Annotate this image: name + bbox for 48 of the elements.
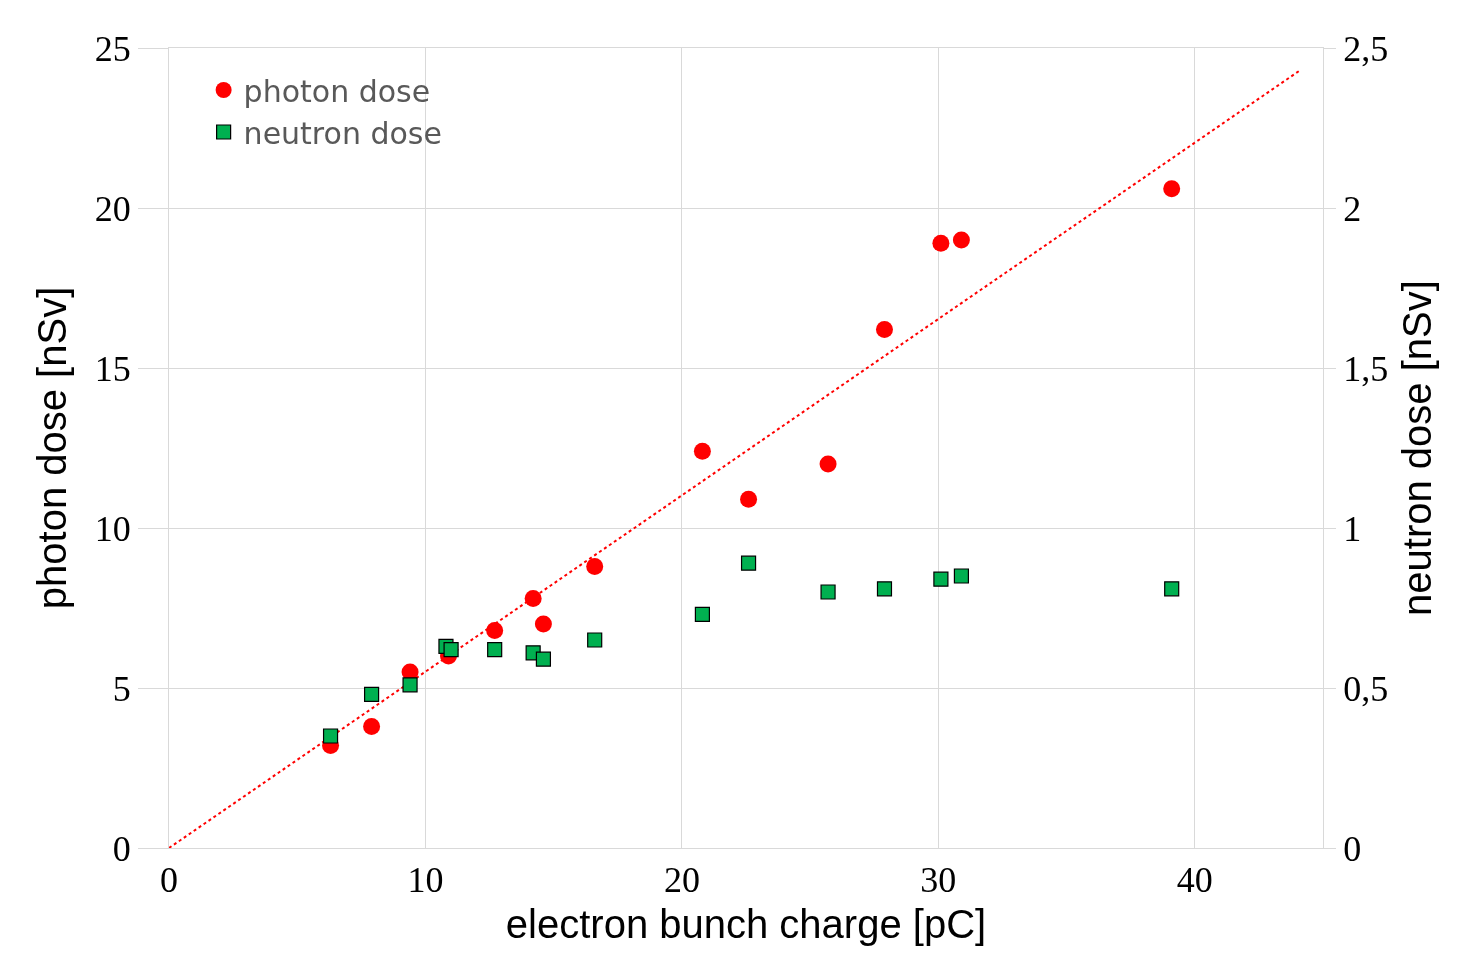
point [693,442,711,460]
y-tick-label: 25 [94,28,131,69]
point [534,615,552,633]
y-axis-title: photon dose [nSv] [30,286,75,610]
x-axis-title: electron bunch charge [pC] [505,901,987,946]
y-tick-label: 15 [94,348,131,389]
point [933,571,949,587]
x-tick-label: 30 [920,860,957,901]
x-tick-label: 20 [663,860,700,901]
point [819,455,837,473]
point [694,606,710,622]
point [587,632,603,648]
point [952,231,970,249]
point [487,642,503,658]
x-tick-label: 0 [160,860,178,901]
point [932,234,950,252]
point [443,642,459,658]
point [740,555,757,571]
point [876,581,893,597]
point [322,728,339,744]
y2-tick-label: 0,5 [1343,668,1389,709]
y2-tick-label: 0 [1343,828,1362,869]
point [524,589,542,607]
point [875,321,893,339]
point [363,686,380,702]
x-tick-label: 10 [407,860,444,901]
point [535,651,552,667]
point [363,717,381,735]
point [740,490,758,508]
y2-tick-label: 2,5 [1343,28,1389,69]
y-tick-label: 10 [94,508,131,549]
y2-tick-label: 1 [1343,508,1362,549]
point [1164,581,1180,597]
point [1163,180,1181,198]
y-tick-label: 0 [112,828,131,869]
y2-tick-label: 1,5 [1343,348,1389,389]
legend-label: neutron dose [243,115,442,151]
y-tick-label: 20 [94,188,131,229]
point [402,677,418,693]
y2-tick-label: 2 [1343,188,1362,229]
point [953,568,970,584]
point [586,557,604,575]
x-tick-label: 40 [1176,860,1213,901]
point [486,621,504,639]
legend-label: photon dose [243,73,431,109]
y2-axis-title: neutron dose [nSv] [1394,280,1439,616]
y-tick-label: 5 [112,668,131,709]
point [820,584,836,600]
